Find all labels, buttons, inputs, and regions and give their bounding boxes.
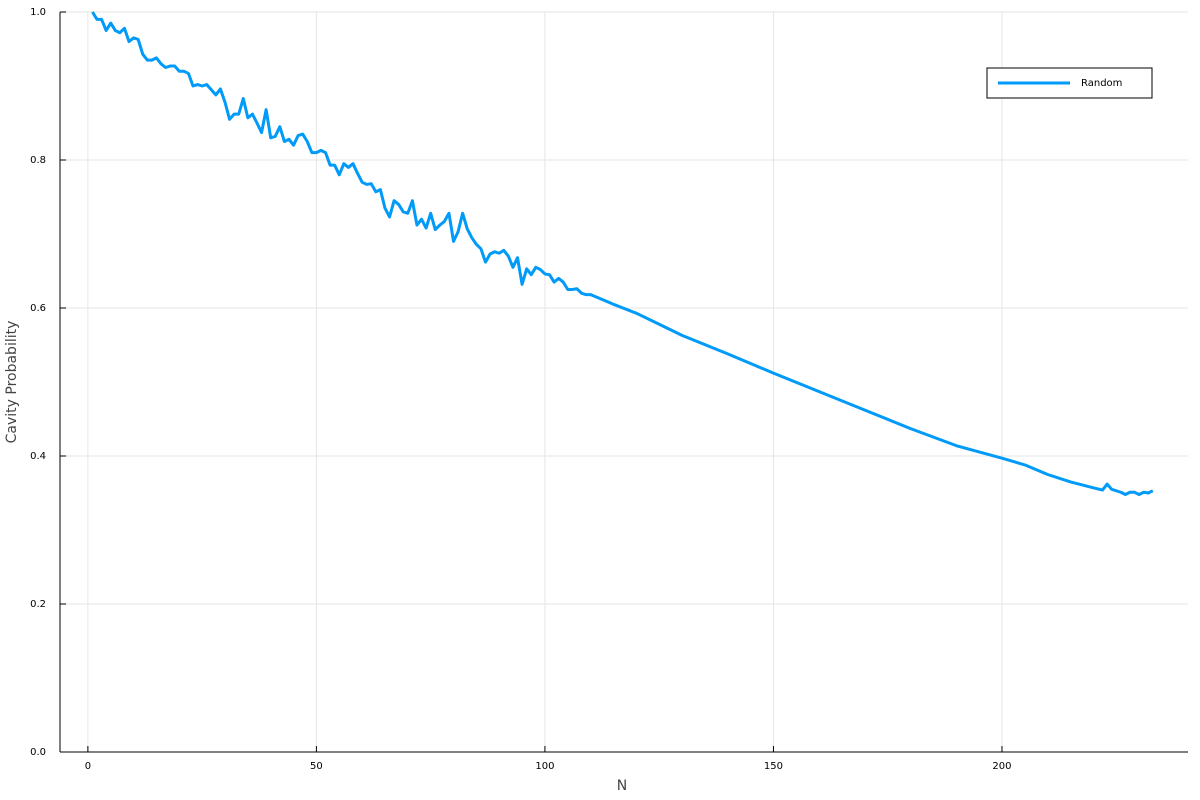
x-tick-label: 100 xyxy=(535,761,554,772)
x-axis-label: N xyxy=(617,778,627,794)
y-tick-label: 0.0 xyxy=(30,747,46,758)
legend: Random xyxy=(986,67,1153,99)
y-tick-label: 1.0 xyxy=(30,7,46,18)
x-tick-label: 150 xyxy=(764,761,783,772)
y-axis-label: Cavity Probability xyxy=(4,321,20,444)
x-tick-label: 0 xyxy=(85,761,91,772)
y-tick-label: 0.8 xyxy=(30,155,46,166)
y-tick-label: 0.4 xyxy=(30,451,46,462)
x-tick-label: 200 xyxy=(992,761,1011,772)
legend-label: Random xyxy=(1081,78,1122,89)
y-tick-label: 0.6 xyxy=(30,303,46,314)
y-tick-label: 0.2 xyxy=(30,599,46,610)
data-line xyxy=(91,11,1154,496)
x-tick-label: 50 xyxy=(310,761,323,772)
